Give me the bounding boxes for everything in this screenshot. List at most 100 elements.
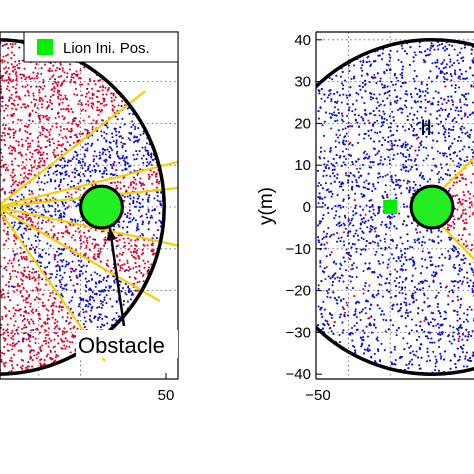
particle bbox=[424, 122, 427, 125]
particle bbox=[3, 67, 6, 70]
particle bbox=[397, 183, 400, 187]
particle bbox=[425, 120, 428, 123]
particle bbox=[9, 359, 12, 362]
particle bbox=[99, 79, 102, 82]
particle bbox=[126, 162, 129, 165]
particle bbox=[406, 115, 409, 118]
particle bbox=[355, 250, 358, 253]
particle bbox=[1, 187, 4, 190]
particle bbox=[407, 362, 411, 365]
particle bbox=[22, 196, 25, 199]
particle bbox=[43, 329, 47, 332]
particle bbox=[322, 214, 325, 217]
particle bbox=[46, 118, 49, 121]
particle bbox=[6, 230, 9, 233]
particle bbox=[11, 367, 14, 370]
particle bbox=[378, 283, 381, 286]
particle bbox=[94, 285, 97, 288]
particle bbox=[29, 77, 32, 81]
particle bbox=[391, 110, 394, 113]
particle bbox=[63, 204, 66, 207]
particle bbox=[417, 282, 420, 285]
particle bbox=[17, 164, 20, 167]
particle bbox=[131, 218, 134, 221]
particle bbox=[10, 185, 13, 188]
particle bbox=[141, 248, 144, 252]
particle bbox=[460, 110, 463, 113]
particle bbox=[38, 177, 41, 180]
legend-swatch-lion bbox=[37, 39, 53, 55]
particle bbox=[98, 316, 101, 319]
particle bbox=[358, 311, 361, 314]
particle bbox=[29, 305, 32, 308]
particle bbox=[4, 307, 7, 310]
particle bbox=[456, 54, 459, 57]
particle bbox=[45, 220, 48, 224]
particle bbox=[36, 205, 39, 208]
particle bbox=[56, 112, 60, 115]
particle bbox=[15, 139, 18, 143]
particle bbox=[91, 87, 94, 90]
particle bbox=[147, 210, 150, 213]
particle bbox=[65, 149, 68, 152]
particle bbox=[57, 144, 60, 147]
particle bbox=[89, 314, 92, 317]
particle bbox=[66, 316, 69, 319]
particle bbox=[30, 211, 33, 214]
particle bbox=[338, 141, 341, 144]
particle bbox=[87, 229, 90, 232]
particle bbox=[103, 296, 106, 299]
particle bbox=[38, 99, 42, 103]
particle bbox=[83, 326, 86, 329]
particle bbox=[28, 145, 32, 148]
particle bbox=[66, 161, 69, 164]
particle bbox=[455, 181, 458, 184]
particle bbox=[25, 326, 28, 329]
particle bbox=[52, 197, 55, 200]
particle bbox=[113, 160, 116, 164]
particle bbox=[333, 114, 336, 117]
particle bbox=[464, 240, 468, 243]
particle bbox=[121, 194, 124, 197]
particle bbox=[26, 104, 29, 107]
particle bbox=[6, 343, 9, 346]
particle bbox=[123, 195, 126, 199]
particle bbox=[72, 234, 75, 237]
particle bbox=[146, 161, 149, 164]
particle bbox=[14, 42, 17, 45]
particle bbox=[389, 103, 392, 106]
particle bbox=[471, 329, 474, 333]
particle bbox=[43, 159, 46, 162]
particle bbox=[127, 269, 130, 272]
particle bbox=[11, 160, 14, 163]
particle bbox=[138, 195, 141, 198]
particle bbox=[138, 280, 141, 283]
particle bbox=[397, 58, 400, 62]
particle bbox=[86, 142, 90, 145]
particle bbox=[17, 340, 20, 343]
particle bbox=[448, 65, 451, 68]
particle bbox=[8, 272, 11, 275]
particle bbox=[54, 254, 57, 257]
particle bbox=[74, 171, 77, 174]
particle bbox=[461, 173, 464, 176]
particle bbox=[321, 237, 324, 241]
particle bbox=[9, 174, 12, 177]
particle bbox=[101, 317, 104, 320]
particle bbox=[1, 44, 4, 47]
particle bbox=[456, 165, 459, 168]
particle bbox=[3, 296, 6, 299]
particle bbox=[55, 164, 58, 167]
particle bbox=[72, 200, 75, 203]
particle bbox=[466, 339, 469, 342]
particle bbox=[71, 111, 74, 114]
particle bbox=[39, 358, 42, 361]
particle bbox=[400, 44, 403, 47]
particle bbox=[85, 92, 88, 95]
particle bbox=[27, 146, 30, 149]
particle bbox=[26, 297, 29, 300]
particle bbox=[145, 213, 148, 216]
particle bbox=[9, 128, 12, 131]
particle bbox=[119, 265, 122, 268]
particle bbox=[115, 134, 118, 137]
